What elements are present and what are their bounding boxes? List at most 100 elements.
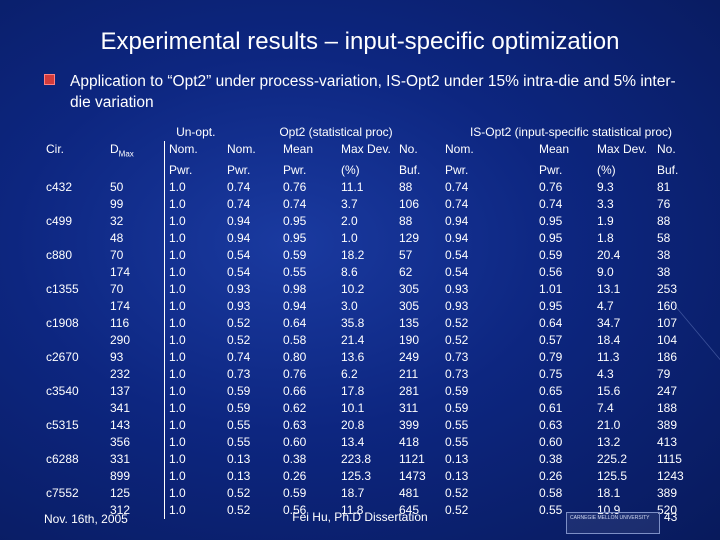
cell-unopt-nom: 1.0 — [164, 247, 227, 265]
cell-cir: c880 — [46, 248, 73, 263]
table-row: c5315 143 1.0 0.55 0.63 20.8 399 0.55 0.63 21.0 38… — [46, 417, 697, 435]
cell-opt2-maxdev: 13.4 — [341, 435, 365, 450]
cell-isopt2-maxdev: 10.9 — [597, 503, 621, 518]
cell-isopt2-nobuf: 58 — [657, 231, 671, 246]
cell-cir — [46, 298, 110, 315]
cell-isopt2-nobuf: 253 — [657, 282, 678, 297]
cell-isopt2-mean: 0.65 — [539, 384, 563, 399]
cell-isopt2-maxdev: 13.1 — [597, 282, 621, 297]
cell-opt2-maxdev: 125.3 — [341, 469, 372, 484]
header-unopt-nom: Nom. — [164, 141, 227, 163]
cell-dmax: 70 — [110, 248, 124, 263]
header-opt2-nom: Nom. — [227, 142, 256, 156]
cell-opt2-nobuf: 305 — [399, 299, 420, 314]
table-row: 290 1.0 0.52 0.58 21.4 190 0.52 0.57 18.4 104 — [46, 332, 697, 350]
cell-opt2-mean: 0.64 — [283, 316, 307, 331]
cell-isopt2-mean: 0.61 — [539, 401, 563, 416]
cell-opt2-nobuf: 62 — [399, 265, 413, 280]
table-row: c880 70 1.0 0.54 0.59 18.2 57 0.54 0.59 20.4 38 — [46, 247, 697, 265]
cell-dmax: 331 — [110, 452, 131, 467]
cell-dmax: 50 — [110, 180, 124, 195]
cell-opt2-maxdev: 3.0 — [341, 299, 358, 314]
cell-isopt2-mean: 0.79 — [539, 350, 563, 365]
table-row: 99 1.0 0.74 0.74 3.7 106 0.74 0.74 3.3 76 — [46, 196, 697, 214]
cell-isopt2-nom: 0.73 — [445, 350, 469, 365]
cell-opt2-nobuf: 281 — [399, 384, 420, 399]
cell-opt2-nom: 0.52 — [227, 333, 251, 348]
cell-isopt2-nom: 0.52 — [445, 333, 469, 348]
cell-isopt2-mean: 0.63 — [539, 418, 563, 433]
cell-isopt2-maxdev: 20.4 — [597, 248, 621, 263]
cell-dmax: 48 — [110, 231, 124, 246]
cell-opt2-nobuf: 481 — [399, 486, 420, 501]
cell-cir: c1908 — [46, 316, 79, 331]
cell-isopt2-maxdev: 4.7 — [597, 299, 614, 314]
page-number: 43 — [664, 510, 678, 524]
header-unopt-pwr: Pwr. — [164, 162, 227, 180]
cell-isopt2-maxdev: 21.0 — [597, 418, 621, 433]
cell-opt2-mean: 0.60 — [283, 435, 307, 450]
cell-opt2-nom: 0.13 — [227, 452, 251, 467]
cell-opt2-nom: 0.74 — [227, 350, 251, 365]
bullet-icon — [44, 74, 55, 85]
cell-isopt2-mean: 1.01 — [539, 282, 563, 297]
cell-opt2-mean: 0.98 — [283, 282, 307, 297]
cell-isopt2-nobuf: 186 — [657, 350, 678, 365]
cell-opt2-nobuf: 57 — [399, 248, 413, 263]
cell-unopt-nom: 1.0 — [164, 213, 227, 231]
header-dmax: DMax — [110, 142, 134, 159]
cell-isopt2-nobuf: 104 — [657, 333, 678, 348]
cell-cir: c5315 — [46, 418, 79, 433]
cell-dmax: 137 — [110, 384, 131, 399]
cell-unopt-nom: 1.0 — [164, 332, 227, 350]
cell-isopt2-nom: 0.55 — [445, 435, 469, 450]
cell-dmax: 116 — [110, 316, 130, 331]
cell-isopt2-maxdev: 125.5 — [597, 469, 628, 484]
cell-cir — [46, 366, 110, 383]
cell-unopt-nom: 1.0 — [164, 366, 227, 384]
cell-opt2-mean: 0.55 — [283, 265, 307, 280]
cell-unopt-nom: 1.0 — [164, 468, 227, 486]
cell-dmax: 232 — [110, 367, 131, 382]
cell-isopt2-nom: 0.74 — [445, 197, 469, 212]
cell-isopt2-mean: 0.55 — [539, 503, 563, 518]
cell-isopt2-nobuf: 107 — [657, 316, 678, 331]
cell-isopt2-nom: 0.13 — [445, 452, 469, 467]
cell-unopt-nom: 1.0 — [164, 485, 227, 503]
header-isopt2-pct: (%) — [597, 163, 616, 178]
cell-isopt2-nobuf: 88 — [657, 214, 671, 229]
group-isopt2: IS-Opt2 (input-specific statistical proc… — [469, 125, 673, 139]
cell-unopt-nom: 1.0 — [164, 230, 227, 248]
cell-opt2-nobuf: 1121 — [399, 452, 425, 467]
cell-isopt2-mean: 0.59 — [539, 248, 563, 263]
cell-cir — [46, 230, 110, 247]
cell-isopt2-maxdev: 9.3 — [597, 180, 614, 195]
cell-opt2-nobuf: 645 — [399, 503, 420, 518]
cell-opt2-mean: 0.59 — [283, 486, 307, 501]
cell-opt2-maxdev: 18.2 — [341, 248, 365, 263]
cell-opt2-maxdev: 223.8 — [341, 452, 372, 467]
cell-opt2-nom: 0.74 — [227, 197, 251, 212]
cell-isopt2-mean: 0.64 — [539, 316, 563, 331]
cell-unopt-nom: 1.0 — [164, 179, 227, 197]
header-isopt2-pwr: Pwr. — [445, 163, 469, 178]
cell-isopt2-maxdev: 4.3 — [597, 367, 614, 382]
cell-cir: c2670 — [46, 350, 79, 365]
table-row: 356 1.0 0.55 0.60 13.4 418 0.55 0.60 13.2 413 — [46, 434, 697, 452]
table-row: c7552 125 1.0 0.52 0.59 18.7 481 0.52 0.58 18.1 38… — [46, 485, 697, 503]
header-row-1: Cir. DMax Nom. Nom. Mean Max Dev. No. No… — [46, 141, 697, 163]
cell-isopt2-mean: 0.76 — [539, 180, 563, 195]
cell-isopt2-maxdev: 11.3 — [597, 350, 620, 365]
cell-isopt2-nobuf: 520 — [657, 503, 678, 518]
cell-opt2-nobuf: 418 — [399, 435, 420, 450]
cell-opt2-nom: 0.55 — [227, 418, 251, 433]
cell-opt2-maxdev: 2.0 — [341, 214, 358, 229]
cell-dmax: 93 — [110, 350, 124, 365]
cell-isopt2-nobuf: 247 — [657, 384, 678, 399]
cell-cir — [46, 264, 110, 281]
cell-opt2-maxdev: 18.7 — [341, 486, 365, 501]
table-row: c499 32 1.0 0.94 0.95 2.0 88 0.94 0.95 1.9 88 — [46, 213, 697, 231]
cell-dmax: 174 — [110, 265, 131, 280]
cell-cir — [46, 400, 110, 417]
cell-opt2-nom: 0.52 — [227, 316, 251, 331]
